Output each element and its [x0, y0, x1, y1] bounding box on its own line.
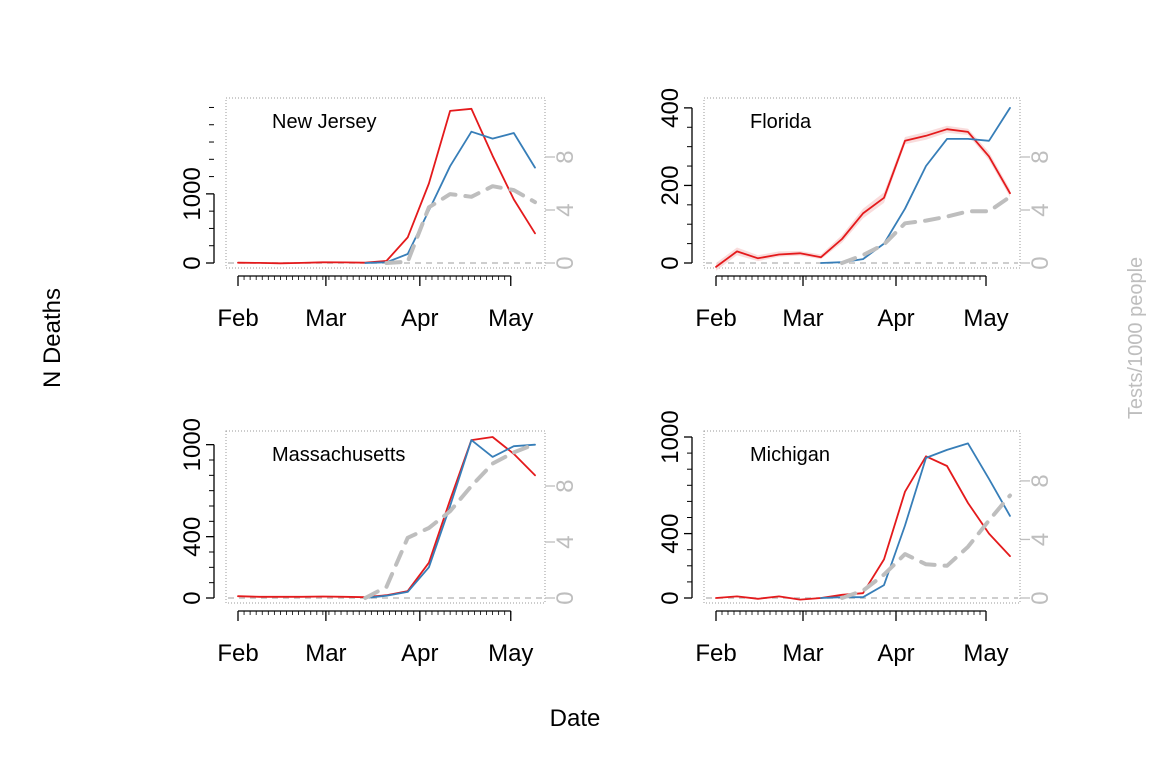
y-axis: 0 400 1000 [179, 418, 215, 605]
series-line-observed [237, 107, 536, 265]
y-tick-label: 400 [657, 514, 684, 554]
x-tick-label: Apr [877, 305, 914, 332]
panel-michigan: Michigan 0 400 1000 0 4 8 Feb Mar Apr May [657, 410, 1054, 667]
y2-tick-label: 8 [1027, 150, 1054, 163]
series-line-observed [715, 128, 1011, 268]
panel-title: Massachusetts [272, 444, 405, 466]
panel-florida: Florida 0 200 400 0 4 8 Feb Mar Apr May [657, 88, 1054, 332]
y2-tick-label: 0 [1027, 256, 1054, 269]
plot-frame [225, 97, 546, 269]
y-tick-label: 0 [179, 591, 206, 604]
y-tick-label: 1000 [657, 410, 684, 463]
y2-tick-label: 0 [552, 591, 579, 604]
y2-tick-label: 8 [552, 479, 579, 492]
series-line-model [364, 439, 536, 599]
y2-axis: 0 4 8 [545, 150, 579, 270]
y2-axis: 0 4 8 [1020, 150, 1054, 270]
y2-tick-label: 0 [1027, 591, 1054, 604]
series-line-tests [384, 184, 537, 265]
panel-title: Florida [750, 111, 812, 133]
x-tick-label: Mar [782, 640, 823, 667]
x-tick-label: Feb [217, 640, 258, 667]
y2-axis: 0 4 8 [545, 479, 579, 605]
y-tick-label: 1000 [179, 167, 206, 220]
x-axis: Feb Mar Apr May [217, 275, 533, 332]
series-line-model [820, 107, 1011, 264]
y-tick-label: 400 [657, 88, 684, 128]
x-tick-label: Apr [877, 640, 914, 667]
series-line-tests [840, 194, 1012, 265]
x-tick-label: Feb [695, 640, 736, 667]
y2-tick-label: 8 [552, 150, 579, 163]
y2-axis-title: Tests/1000 people [1125, 257, 1147, 419]
panel-massachusetts: Massachusetts 0 400 1000 0 4 8 Feb Mar Apr May [179, 418, 579, 667]
y-axis: 0 200 400 [657, 88, 693, 270]
y-axis: 0 400 1000 [657, 410, 693, 605]
x-tick-label: Apr [401, 640, 438, 667]
plot-frame [703, 430, 1021, 604]
x-axis: Feb Mar Apr May [217, 610, 533, 667]
y-tick-label: 0 [657, 591, 684, 604]
panel-title: New Jersey [272, 111, 376, 133]
y-tick-label: 1000 [179, 418, 206, 471]
series-line-tests [363, 442, 537, 600]
y2-tick-label: 8 [1027, 474, 1054, 487]
y-tick-label: 200 [657, 165, 684, 205]
series-line-model [820, 442, 1011, 599]
series-line-tests [840, 493, 1012, 600]
x-axis-title: Date [550, 705, 601, 732]
panels: New Jersey 0 1000 0 4 8 Feb Mar Apr May Florida 0 20… [179, 88, 1054, 667]
y-tick-label: 0 [657, 256, 684, 269]
x-tick-label: Mar [782, 305, 823, 332]
x-tick-label: Mar [305, 640, 346, 667]
x-tick-label: Apr [401, 305, 438, 332]
y-tick-label: 0 [179, 256, 206, 269]
y2-tick-label: 4 [552, 203, 579, 216]
plot-frame [225, 430, 546, 604]
x-tick-label: May [963, 305, 1008, 332]
y2-tick-label: 4 [1027, 533, 1054, 546]
y2-tick-label: 4 [552, 535, 579, 548]
y-axis: 0 1000 [179, 106, 215, 270]
x-axis: Feb Mar Apr May [695, 275, 1009, 332]
x-tick-label: May [488, 305, 533, 332]
series-band-observed [716, 125, 1010, 271]
y2-axis: 0 4 8 [1020, 474, 1054, 605]
y-axis-title: N Deaths [39, 288, 66, 388]
x-tick-label: May [488, 640, 533, 667]
series-line-model [364, 130, 536, 264]
x-tick-label: Feb [695, 305, 736, 332]
y2-tick-label: 4 [1027, 203, 1054, 216]
series-line-observed [715, 455, 1011, 601]
x-tick-label: Mar [305, 305, 346, 332]
y-tick-label: 400 [179, 517, 206, 557]
x-tick-label: Feb [217, 305, 258, 332]
y2-tick-label: 0 [552, 256, 579, 269]
x-tick-label: May [963, 640, 1008, 667]
panel-new-jersey: New Jersey 0 1000 0 4 8 Feb Mar Apr May [179, 97, 579, 332]
x-axis: Feb Mar Apr May [695, 610, 1009, 667]
panel-title: Michigan [750, 444, 830, 466]
